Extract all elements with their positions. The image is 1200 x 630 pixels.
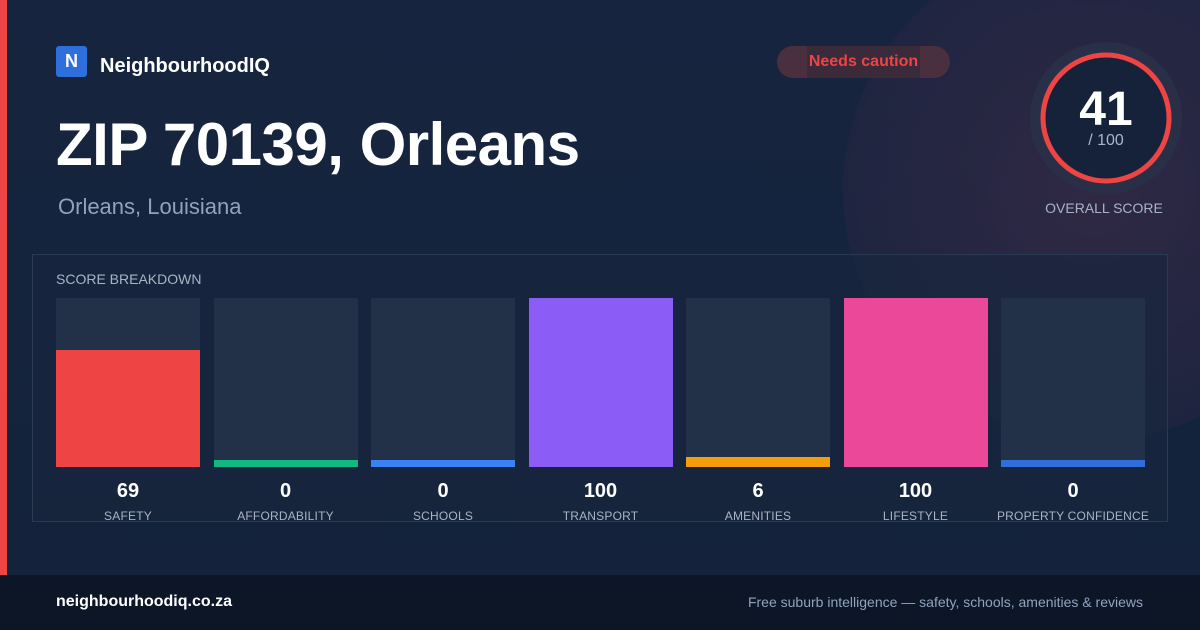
logo-icon: N xyxy=(56,46,87,77)
bar-safety xyxy=(56,298,200,467)
overall-score-value: 41 xyxy=(1079,83,1133,136)
overall-score-max: / 100 xyxy=(1088,132,1124,149)
page-subtitle: Orleans, Louisiana xyxy=(58,194,242,219)
bar-category-label: AMENITIES xyxy=(724,509,792,523)
footer-tagline: Free suburb intelligence — safety, schoo… xyxy=(747,594,1143,610)
footer: neighbourhoodiq.co.za Free suburb intell… xyxy=(0,575,1200,630)
bar-category-label: PROPERTY CONFIDENCE xyxy=(996,509,1150,523)
bar-amenities xyxy=(686,298,830,467)
bar-fill xyxy=(213,460,358,467)
bar-affordability xyxy=(213,298,358,467)
bar-category-label: SAFETY xyxy=(104,509,152,523)
bar-fill xyxy=(686,456,830,467)
bar-value-label: 0 xyxy=(279,480,292,502)
bar-property-confidence xyxy=(1001,298,1145,467)
bar-value-label: 0 xyxy=(437,480,449,502)
bar-track xyxy=(371,298,515,467)
badge-cap-left xyxy=(777,46,807,78)
bar-value-label: 100 xyxy=(898,480,933,502)
bar-category-label: SCHOOLS xyxy=(412,509,474,523)
overall-score-gauge xyxy=(1030,42,1182,194)
bar-category-label: AFFORDABILITY xyxy=(237,509,334,523)
badge-cap-right xyxy=(920,46,950,78)
bar-fill xyxy=(56,350,200,467)
gauge-ring xyxy=(1040,52,1172,184)
breakdown-title: SCORE BREAKDOWN xyxy=(56,271,202,287)
bar-track xyxy=(1001,298,1145,467)
bar-track xyxy=(213,298,358,467)
score-breakdown-chart: 69 SAFETY 0 AFFORDABILITY 0 SCHOOLS 100 TRANSPO… xyxy=(56,298,1150,523)
status-badge-label: Needs caution xyxy=(808,53,919,70)
brand-name: NeighbourhoodIQ xyxy=(100,55,270,77)
share-card: N NeighbourhoodIQ Needs caution ZIP 7013… xyxy=(0,0,1200,575)
bar-category-label: TRANSPORT xyxy=(562,509,639,523)
bar-fill xyxy=(843,298,988,467)
bar-schools xyxy=(371,298,515,467)
accent-bar xyxy=(0,0,7,575)
page-title: ZIP 70139, Orleans xyxy=(56,111,580,178)
overall-score-caption: OVERALL SCORE xyxy=(1045,200,1163,216)
bar-lifestyle xyxy=(843,298,988,467)
bar-fill xyxy=(1001,460,1145,467)
bar-value-label: 6 xyxy=(752,480,764,502)
status-badge: Needs caution xyxy=(777,46,950,78)
bar-value-label: 0 xyxy=(1067,480,1079,502)
footer-domain: neighbourhoodiq.co.za xyxy=(56,593,232,610)
bar-fill xyxy=(528,298,673,467)
bar-track xyxy=(686,298,830,467)
bar-value-label: 69 xyxy=(116,480,140,502)
bar-value-label: 100 xyxy=(583,480,618,502)
bar-fill xyxy=(371,460,515,467)
bar-transport xyxy=(528,298,673,467)
bar-category-label: LIFESTYLE xyxy=(882,509,949,523)
